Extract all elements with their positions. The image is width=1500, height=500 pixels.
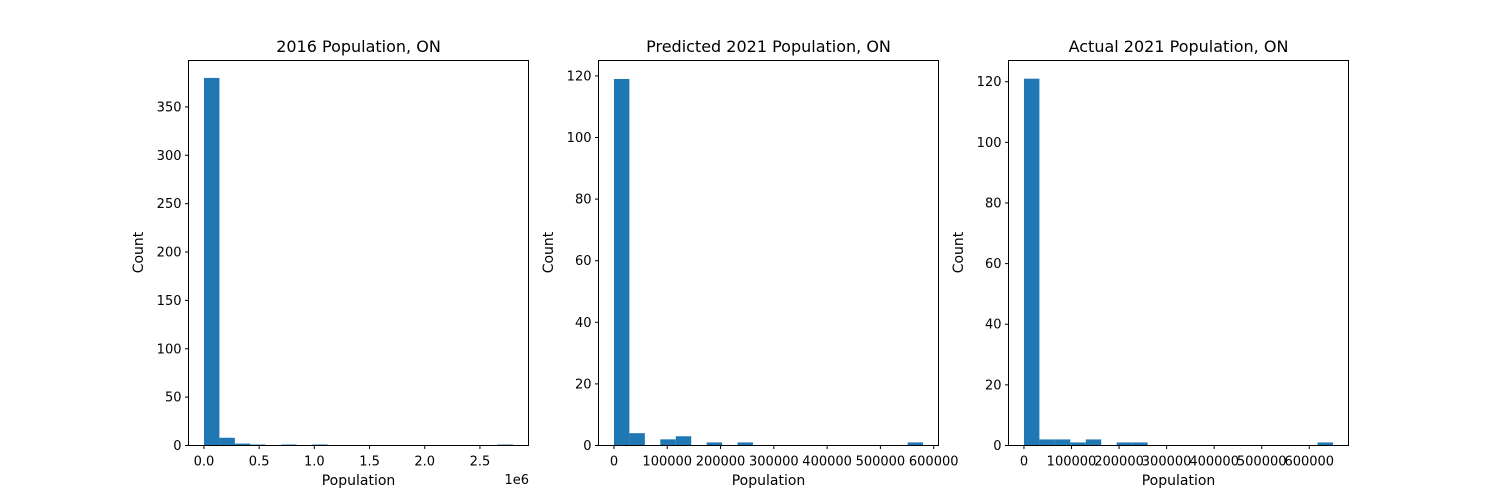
plot-frame [188, 60, 529, 446]
x-axis-ticks: 0.0 0.5 1.0 1.5 2.0 2.5 [194, 445, 491, 470]
histogram-bar [234, 443, 251, 446]
histogram-bar [675, 436, 692, 446]
y-tick-label: 0 [173, 439, 181, 454]
x-tick-label: 400000 [1189, 455, 1239, 470]
x-tick-label: 100000 [642, 455, 692, 470]
y-tick-label: 150 [157, 294, 182, 309]
histogram-bar [1317, 442, 1334, 446]
x-tick-label: 2.5 [470, 455, 491, 470]
y-tick-label: 40 [985, 318, 1002, 333]
y-axis-label: Count [131, 231, 147, 273]
x-tick-label: 300000 [749, 455, 799, 470]
histogram-bar [219, 437, 235, 446]
x-axis-label: Population [732, 473, 806, 489]
plot-frame [598, 60, 939, 446]
y-tick-label: 0 [993, 439, 1001, 454]
x-tick-label: 1.5 [359, 455, 380, 470]
chart-title: Predicted 2021 Population, ON [646, 37, 891, 56]
y-tick-label: 60 [985, 257, 1002, 272]
y-axis-ticks: 0 50 100 150 200 250 300 350 [157, 100, 189, 454]
bar-group [1023, 78, 1334, 446]
x-tick-label: 0 [1020, 455, 1028, 470]
y-axis-label: Count [541, 231, 557, 273]
y-tick-label: 120 [977, 75, 1002, 90]
x-tick-label: 0.5 [249, 455, 270, 470]
x-tick-label: 500000 [856, 455, 906, 470]
chart-title: Actual 2021 Population, ON [1069, 37, 1289, 56]
y-tick-label: 350 [157, 100, 182, 115]
x-tick-label: 200000 [696, 455, 746, 470]
histogram-bar [1054, 439, 1071, 446]
panel-actual-2021-population: Actual 2021 Population, ON Count Populat… [951, 37, 1349, 489]
x-tick-label: 1.0 [304, 455, 325, 470]
x-tick-label: 600000 [909, 455, 959, 470]
y-axis-ticks: 0 20 40 60 80 100 120 [977, 75, 1009, 454]
histogram-bar [1070, 442, 1086, 446]
y-tick-label: 60 [575, 254, 592, 269]
histogram-bar [1132, 442, 1148, 446]
y-tick-label: 20 [985, 378, 1002, 393]
histogram-bar [737, 442, 754, 446]
x-tick-label: 0.0 [194, 455, 215, 470]
y-tick-label: 20 [575, 377, 592, 392]
y-axis-label: Count [951, 231, 967, 273]
histogram-bar [1023, 78, 1040, 446]
y-tick-label: 100 [567, 131, 592, 146]
y-tick-label: 100 [977, 136, 1002, 151]
x-tick-label: 200000 [1094, 455, 1144, 470]
histogram-bar [1116, 442, 1133, 446]
y-axis-ticks: 0 20 40 60 80 100 120 [567, 69, 599, 454]
histogram-bar [203, 77, 220, 446]
bar-group [613, 78, 924, 446]
histogram-bar [613, 78, 630, 446]
chart-title: 2016 Population, ON [276, 37, 441, 56]
x-axis-label: Population [322, 473, 396, 489]
y-tick-label: 120 [567, 69, 592, 84]
x-tick-label: 500000 [1237, 455, 1287, 470]
histogram-bar [1039, 439, 1055, 446]
x-tick-label: 400000 [802, 455, 852, 470]
y-tick-label: 100 [157, 342, 182, 357]
histogram-bar [706, 442, 723, 446]
panel-2016-population: 2016 Population, ON Count Population 1e6… [131, 37, 529, 489]
y-tick-label: 40 [575, 316, 592, 331]
x-tick-label: 300000 [1142, 455, 1192, 470]
y-tick-label: 200 [157, 246, 182, 261]
y-tick-label: 80 [575, 193, 592, 208]
x-tick-label: 0 [610, 455, 618, 470]
plot-frame [1008, 60, 1349, 446]
panel-predicted-2021-population: Predicted 2021 Population, ON Count Popu… [541, 37, 959, 489]
y-tick-label: 300 [157, 149, 182, 164]
x-axis-offset-text: 1e6 [504, 473, 529, 488]
x-tick-label: 600000 [1284, 455, 1334, 470]
histogram-bar [660, 439, 676, 446]
histogram-bar [629, 433, 645, 446]
y-tick-label: 250 [157, 197, 182, 212]
x-tick-label: 2.0 [414, 455, 435, 470]
y-tick-label: 80 [985, 196, 1002, 211]
histogram-bar [907, 442, 924, 446]
x-axis-label: Population [1142, 473, 1216, 489]
histogram-bar [1085, 439, 1102, 446]
y-tick-label: 50 [165, 391, 182, 406]
y-tick-label: 0 [583, 439, 591, 454]
x-tick-label: 100000 [1047, 455, 1097, 470]
